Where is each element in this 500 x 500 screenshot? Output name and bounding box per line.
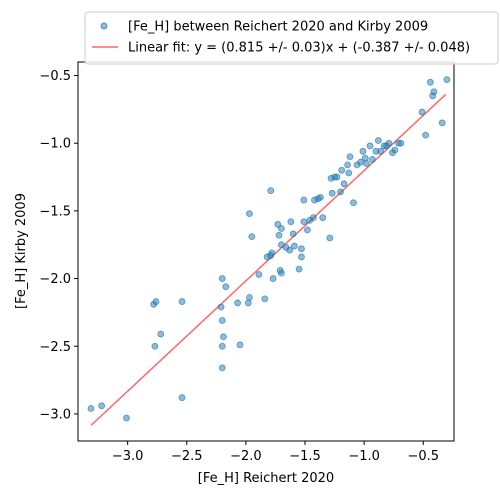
- scatter-point: [385, 139, 393, 147]
- x-tick-label: −3.0: [112, 449, 144, 464]
- y-tick-label: −0.5: [39, 69, 71, 84]
- scatter-point: [246, 210, 253, 218]
- x-tick-label: −1.5: [289, 449, 321, 464]
- scatter-point: [123, 414, 130, 422]
- x-tick-label: −1.0: [348, 449, 380, 464]
- legend-fit-label: Linear fit: y = (0.815 +/- 0.03)x + (-0.…: [128, 41, 470, 56]
- scatter-point: [286, 246, 294, 254]
- y-tick-label: −3.0: [39, 407, 71, 422]
- scatter-point: [328, 189, 336, 197]
- scatter-point: [152, 298, 160, 305]
- scatter-point: [290, 242, 298, 250]
- scatter-point: [426, 78, 434, 86]
- x-tick-label: −2.0: [230, 449, 262, 464]
- scatter-point: [269, 275, 277, 282]
- scatter-point: [337, 188, 344, 196]
- scatter-point: [338, 166, 346, 174]
- scatter-point: [275, 231, 283, 239]
- scatter-point: [443, 76, 451, 83]
- x-tick-label: −2.5: [171, 449, 203, 464]
- scatter-point: [268, 249, 276, 257]
- scatter-point: [344, 161, 351, 169]
- scatter-point: [333, 173, 341, 181]
- legend-box: [84, 11, 499, 65]
- scatter-point: [359, 147, 367, 155]
- legend-scatter-label: [Fe_H] between Reichert 2020 and Kirby 2…: [128, 20, 428, 35]
- scatter-point: [298, 245, 305, 253]
- scatter-point: [98, 402, 106, 410]
- scatter-point: [277, 225, 285, 232]
- scatter-point: [418, 108, 426, 116]
- y-tick-label: −1.5: [39, 204, 71, 219]
- scatter-point: [246, 294, 253, 301]
- scatter-point: [151, 342, 159, 350]
- scatter-point: [340, 180, 348, 188]
- scatter-point: [363, 160, 370, 167]
- scatter-point: [289, 230, 297, 238]
- scatter-point: [309, 214, 317, 222]
- scatter-point: [218, 342, 226, 350]
- scatter-point: [248, 233, 256, 241]
- scatter-point: [391, 146, 399, 154]
- x-axis-ticks: −3.0 −2.5 −2.0 −1.5 −1.0 −0.5: [112, 441, 439, 464]
- y-tick-label: −2.0: [39, 272, 71, 287]
- scatter-point: [218, 317, 226, 324]
- scatter-point: [377, 147, 385, 155]
- legend-scatter-marker: [100, 22, 108, 30]
- y-tick-label: −1.0: [39, 137, 71, 152]
- scatter-point: [277, 269, 285, 277]
- scatter-point: [244, 299, 252, 307]
- scatter-point: [87, 405, 95, 412]
- scatter-point: [222, 283, 230, 291]
- scatter-point: [295, 265, 303, 273]
- x-axis-label: [Fe_H] Reichert 2020: [198, 471, 334, 486]
- scatter-point: [438, 119, 446, 127]
- scatter-points: [87, 76, 451, 422]
- scatter-point: [319, 214, 327, 222]
- scatter-point: [300, 196, 308, 204]
- y-tick-label: −2.5: [39, 340, 71, 355]
- scatter-point: [326, 234, 334, 242]
- scatter-point: [430, 88, 438, 96]
- scatter-point: [316, 193, 324, 201]
- scatter-point: [218, 364, 226, 372]
- scatter-point: [346, 153, 354, 161]
- scatter-point: [255, 271, 263, 278]
- scatter-point: [350, 199, 357, 207]
- plot-area: [78, 62, 454, 441]
- scatter-point: [287, 218, 295, 226]
- scatter-point: [303, 226, 311, 234]
- scatter-point: [178, 394, 186, 402]
- x-tick-label: −0.5: [407, 449, 439, 464]
- scatter-point: [236, 341, 244, 349]
- scatter-point: [345, 169, 353, 177]
- y-axis-label: [Fe_H] Kirby 2009: [14, 193, 29, 309]
- scatter-point: [300, 218, 308, 226]
- scatter-point: [369, 156, 376, 163]
- scatter-point: [178, 298, 186, 305]
- legend: [Fe_H] between Reichert 2020 and Kirby 2…: [84, 11, 499, 65]
- y-axis-ticks: −3.0 −2.5 −2.0 −1.5 −1.0 −0.5: [39, 69, 78, 422]
- scatter-point: [361, 154, 369, 162]
- scatter-point: [157, 330, 165, 338]
- scatter-point: [374, 137, 382, 144]
- scatter-point: [267, 187, 275, 194]
- scatter-point: [298, 253, 305, 261]
- scatter-point: [220, 333, 227, 341]
- scatter-point: [234, 299, 242, 307]
- scatter-point: [217, 303, 225, 311]
- scatter-point: [218, 275, 226, 282]
- scatter-point: [397, 139, 405, 147]
- scatter-point: [422, 131, 430, 139]
- scatter-point: [366, 142, 374, 150]
- scatter-point: [261, 295, 269, 303]
